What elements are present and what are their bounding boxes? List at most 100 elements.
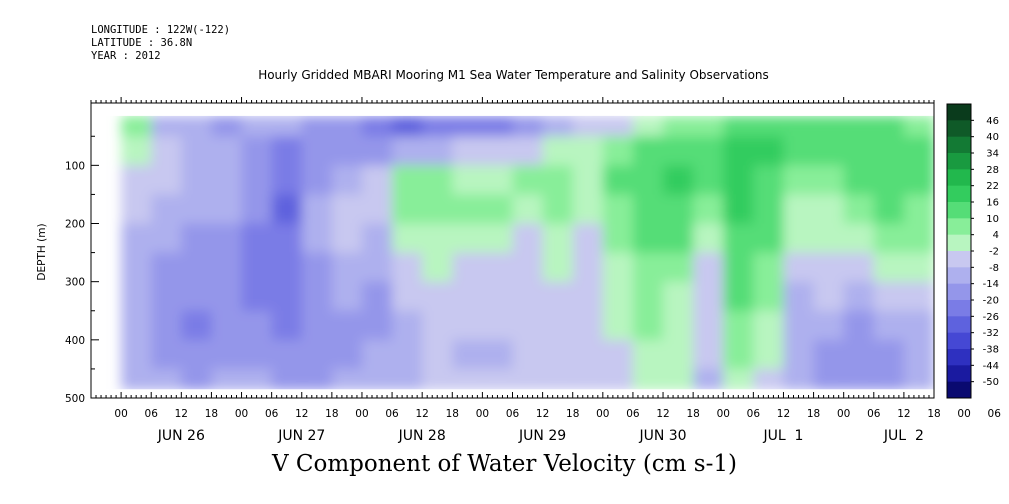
- heatmap-cell: [181, 223, 213, 254]
- heatmap-cell: [753, 115, 785, 138]
- heatmap-cell: [873, 368, 905, 391]
- heatmap-cell: [331, 223, 363, 254]
- heatmap-cell: [572, 368, 604, 391]
- heatmap-cell: [753, 310, 785, 341]
- heatmap-cell: [241, 281, 273, 312]
- colorbar-swatch: [947, 267, 971, 285]
- heatmap-cell: [482, 115, 514, 138]
- colorbar-swatch: [947, 234, 971, 252]
- heatmap-cell: [873, 310, 905, 341]
- y-tick-label: 200: [65, 219, 85, 231]
- heatmap-cell: [542, 339, 574, 370]
- heatmap-cell: [121, 165, 153, 196]
- heatmap-cell: [181, 136, 213, 167]
- heatmap-cell: [602, 115, 634, 138]
- heatmap-cell: [602, 310, 634, 341]
- heatmap-cell: [151, 223, 183, 254]
- heatmap-cell: [873, 223, 905, 254]
- heatmap-cell: [211, 310, 243, 341]
- heatmap-cell: [753, 223, 785, 254]
- heatmap-cell: [663, 281, 695, 312]
- x-hour-label: 00: [476, 408, 489, 420]
- heatmap-cell: [602, 223, 634, 254]
- x-hour-label: 12: [295, 408, 308, 420]
- heatmap-cell: [211, 339, 243, 370]
- heatmap-cell: [452, 252, 484, 283]
- heatmap-cell: [753, 165, 785, 196]
- heatmap-cell: [241, 165, 273, 196]
- heatmap-cell: [361, 136, 394, 167]
- heatmap-cell: [121, 310, 153, 341]
- heatmap-cell: [663, 115, 695, 138]
- heatmap-cell: [181, 194, 213, 225]
- colorbar-swatch: [947, 365, 971, 383]
- heatmap-cell: [843, 194, 875, 225]
- heatmap-cell: [542, 223, 574, 254]
- heatmap-cell: [663, 136, 695, 167]
- heatmap-cell: [211, 252, 243, 283]
- colorbar-label: 40: [986, 132, 999, 143]
- x-hour-label: 06: [145, 408, 159, 420]
- heatmap-cell: [663, 194, 695, 225]
- heatmap-cell: [482, 165, 514, 196]
- heatmap-cell: [392, 368, 424, 391]
- heatmap-cell: [723, 115, 755, 138]
- heatmap-cell: [542, 281, 574, 312]
- heatmap-cell: [693, 115, 725, 138]
- colorbar-label: 4: [993, 230, 999, 241]
- heatmap-cell: [392, 165, 424, 196]
- x-hour-label: 12: [656, 408, 669, 420]
- heatmap-cell: [723, 165, 755, 196]
- no-data-top: [91, 103, 934, 116]
- heatmap-cell: [422, 165, 454, 196]
- heatmap-cell: [693, 223, 725, 254]
- heatmap-cell: [151, 368, 183, 391]
- heatmap-cell: [211, 165, 243, 196]
- colorbar-label: 16: [986, 198, 999, 209]
- heatmap-cell: [632, 368, 665, 391]
- heatmap-cell: [903, 339, 934, 370]
- heatmap-cell: [241, 136, 273, 167]
- heatmap-cell: [542, 194, 574, 225]
- x-hour-label: 06: [747, 408, 761, 420]
- x-hour-label: 00: [355, 408, 368, 420]
- x-hour-label: 18: [205, 408, 218, 420]
- heatmap-cell: [813, 310, 845, 341]
- heatmap-cell: [331, 368, 363, 391]
- heatmap-cell: [843, 281, 875, 312]
- heatmap-cell: [693, 165, 725, 196]
- heatmap-cell: [783, 252, 815, 283]
- heatmap-cell: [121, 368, 153, 391]
- heatmap-cell: [422, 310, 454, 341]
- heatmap-cell: [602, 368, 634, 391]
- x-hour-label: 06: [506, 408, 520, 420]
- longitude-text: LONGITUDE : 122W(-122): [91, 24, 231, 36]
- heatmap-cell: [181, 310, 213, 341]
- colorbar-label: -20: [983, 296, 999, 307]
- heatmap-cell: [602, 339, 634, 370]
- heatmap-cell: [903, 223, 934, 254]
- heatmap-cell: [121, 252, 153, 283]
- heatmap-cell: [783, 281, 815, 312]
- heatmap-cell: [331, 194, 363, 225]
- heatmap-cell: [783, 165, 815, 196]
- heatmap-cell: [361, 368, 394, 391]
- heatmap-cell: [512, 223, 544, 254]
- x-hour-label: 06: [988, 408, 1002, 420]
- x-date-label: JUL 2: [883, 428, 924, 444]
- heatmap-cell: [211, 115, 243, 138]
- heatmap-cell: [783, 194, 815, 225]
- heatmap-cell: [572, 339, 604, 370]
- heatmap-cell: [301, 310, 333, 341]
- heatmap-cell: [783, 310, 815, 341]
- heatmap-cell: [392, 252, 424, 283]
- heatmap-cell: [422, 136, 454, 167]
- heatmap-cell: [392, 339, 424, 370]
- heatmap-cell: [121, 115, 153, 138]
- heatmap-cell: [271, 368, 303, 391]
- heatmap-cell: [723, 252, 755, 283]
- heatmap-cell: [301, 194, 333, 225]
- heatmap-cell: [452, 223, 484, 254]
- heatmap-cell: [903, 310, 934, 341]
- heatmap-field: [91, 103, 934, 398]
